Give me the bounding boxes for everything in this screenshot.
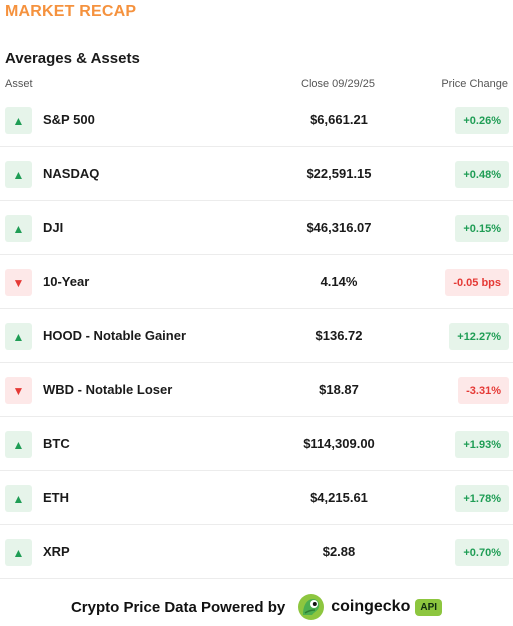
table-row: ▼ 10-Year 4.14% -0.05 bps: [0, 255, 513, 309]
close-value: $4,215.61: [310, 490, 368, 505]
triangle-up-icon: ▲: [5, 161, 32, 188]
asset-name: ETH: [43, 490, 69, 505]
footer-attribution: Crypto Price Data Powered by coingecko A…: [0, 588, 513, 626]
triangle-up-icon: ▲: [5, 107, 32, 134]
triangle-up-icon: ▲: [5, 323, 32, 350]
price-change-badge: +0.70%: [455, 539, 509, 566]
column-header-close: Close 09/29/25: [301, 78, 375, 90]
asset-table: ▲ S&P 500 $6,661.21 +0.26% ▲ NASDAQ $22,591.15…: [0, 93, 513, 579]
price-change-badge: +1.78%: [455, 485, 509, 512]
price-change-badge: +0.26%: [455, 107, 509, 134]
table-row: ▲ NASDAQ $22,591.15 +0.48%: [0, 147, 513, 201]
asset-name: BTC: [43, 436, 70, 451]
column-header-price-change: Price Change: [441, 78, 508, 90]
price-change-badge: +1.93%: [455, 431, 509, 458]
close-value: $6,661.21: [310, 112, 368, 127]
price-change-badge: +0.15%: [455, 215, 509, 242]
close-value: $18.87: [319, 382, 359, 397]
triangle-up-icon: ▲: [5, 485, 32, 512]
close-value: $2.88: [322, 544, 356, 559]
table-row: ▼ WBD - Notable Loser $18.87 -3.31%: [0, 363, 513, 417]
powered-by-text: Crypto Price Data Powered by: [70, 598, 286, 616]
section-title: Averages & Assets: [5, 50, 140, 67]
close-value: $136.72: [315, 328, 363, 343]
asset-name: HOOD - Notable Gainer: [43, 328, 187, 343]
page-title: MARKET RECAP: [5, 3, 137, 20]
triangle-down-icon: ▼: [5, 377, 32, 404]
coingecko-gecko-icon: [298, 594, 325, 620]
coingecko-brand: coingecko: [331, 598, 411, 615]
table-row: ▲ ETH $4,215.61 +1.78%: [0, 471, 513, 525]
close-value: 4.14%: [320, 274, 358, 289]
asset-name: DJI: [43, 220, 64, 235]
asset-name: 10-Year: [43, 274, 90, 289]
table-row: ▲ S&P 500 $6,661.21 +0.26%: [0, 93, 513, 147]
close-value: $46,316.07: [306, 220, 372, 235]
triangle-up-icon: ▲: [5, 431, 32, 458]
api-badge: API: [415, 598, 443, 616]
triangle-up-icon: ▲: [5, 215, 32, 242]
price-change-badge: -0.05 bps: [445, 269, 509, 296]
price-change-badge: -3.31%: [458, 377, 509, 404]
column-header-asset: Asset: [5, 78, 33, 90]
table-row: ▲ DJI $46,316.07 +0.15%: [0, 201, 513, 255]
close-value: $114,309.00: [303, 436, 375, 451]
asset-name: WBD - Notable Loser: [43, 382, 173, 397]
price-change-badge: +12.27%: [449, 323, 509, 350]
table-row: ▲ BTC $114,309.00 +1.93%: [0, 417, 513, 471]
triangle-up-icon: ▲: [5, 539, 32, 566]
price-change-badge: +0.48%: [455, 161, 509, 188]
asset-name: XRP: [43, 544, 70, 559]
table-row: ▲ HOOD - Notable Gainer $136.72 +12.27%: [0, 309, 513, 363]
asset-name: S&P 500: [43, 112, 95, 127]
table-row: ▲ XRP $2.88 +0.70%: [0, 525, 513, 579]
asset-name: NASDAQ: [43, 166, 100, 181]
close-value: $22,591.15: [306, 166, 372, 181]
triangle-down-icon: ▼: [5, 269, 32, 296]
